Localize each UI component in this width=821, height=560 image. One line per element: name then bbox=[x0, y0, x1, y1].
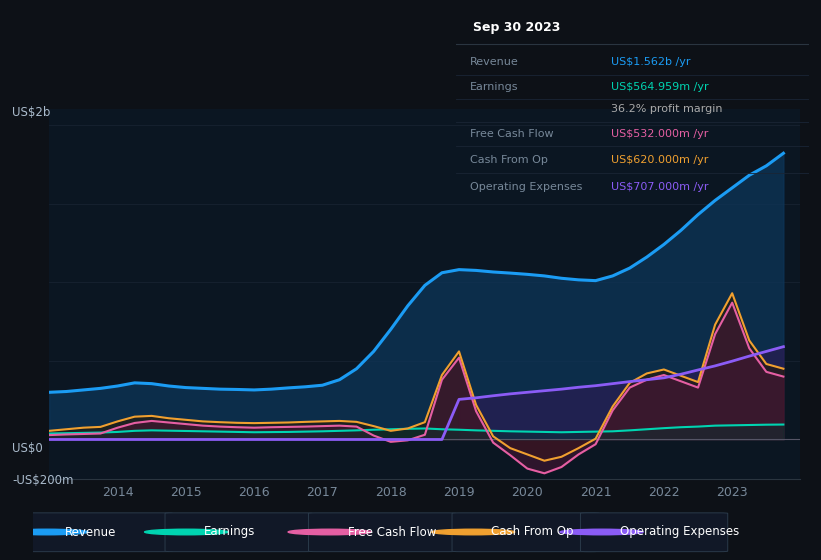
Text: Operating Expenses: Operating Expenses bbox=[620, 525, 739, 539]
Text: Sep 30 2023: Sep 30 2023 bbox=[474, 21, 561, 34]
Text: US$532.000m /yr: US$532.000m /yr bbox=[611, 129, 709, 139]
Text: Earnings: Earnings bbox=[204, 525, 255, 539]
Circle shape bbox=[5, 529, 88, 535]
Circle shape bbox=[432, 529, 515, 535]
Text: US$564.959m /yr: US$564.959m /yr bbox=[611, 82, 709, 92]
Text: 36.2% profit margin: 36.2% profit margin bbox=[611, 104, 722, 114]
Text: Cash From Op: Cash From Op bbox=[470, 156, 548, 165]
FancyBboxPatch shape bbox=[452, 513, 599, 552]
Text: Free Cash Flow: Free Cash Flow bbox=[348, 525, 436, 539]
FancyBboxPatch shape bbox=[25, 513, 172, 552]
Circle shape bbox=[288, 529, 371, 535]
Text: US$620.000m /yr: US$620.000m /yr bbox=[611, 156, 709, 165]
Circle shape bbox=[144, 529, 227, 535]
Text: Earnings: Earnings bbox=[470, 82, 518, 92]
Text: Cash From Op: Cash From Op bbox=[491, 525, 574, 539]
Text: Free Cash Flow: Free Cash Flow bbox=[470, 129, 553, 139]
Text: Operating Expenses: Operating Expenses bbox=[470, 182, 582, 192]
Text: Revenue: Revenue bbox=[65, 525, 116, 539]
Text: -US$200m: -US$200m bbox=[12, 474, 74, 487]
FancyBboxPatch shape bbox=[309, 513, 456, 552]
FancyBboxPatch shape bbox=[165, 513, 312, 552]
Text: US$1.562b /yr: US$1.562b /yr bbox=[611, 57, 690, 67]
Circle shape bbox=[560, 529, 643, 535]
Text: US$2b: US$2b bbox=[12, 106, 51, 119]
FancyBboxPatch shape bbox=[580, 513, 727, 552]
Text: US$707.000m /yr: US$707.000m /yr bbox=[611, 182, 709, 192]
Text: US$0: US$0 bbox=[12, 442, 43, 455]
Text: Revenue: Revenue bbox=[470, 57, 519, 67]
